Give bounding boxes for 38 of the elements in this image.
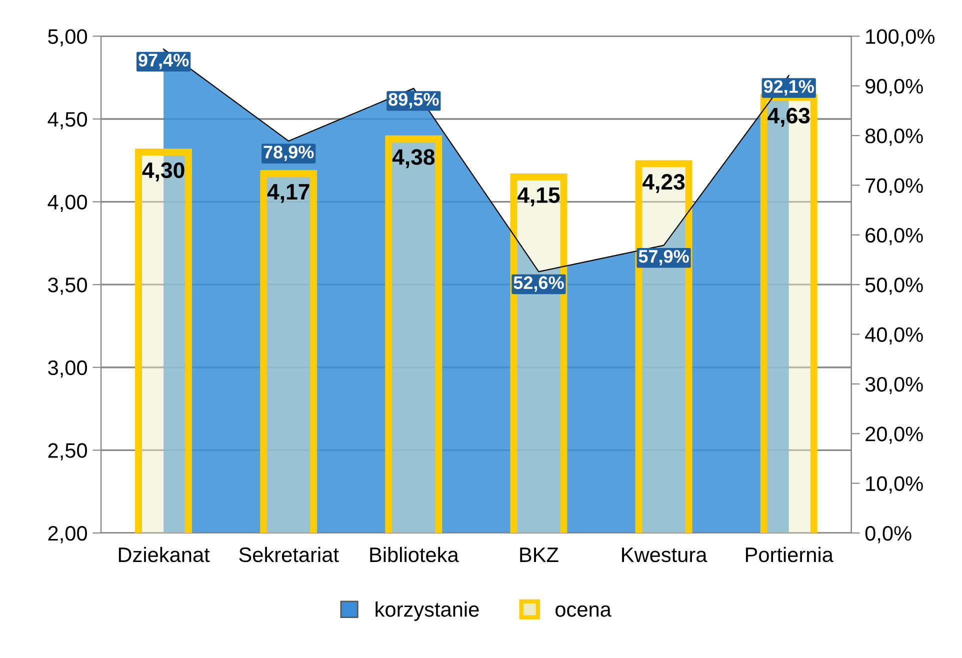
y2-tick-label: 70,0%	[866, 178, 923, 196]
y2-tick-label: 10,0%	[866, 476, 923, 494]
data-label: 57,9%	[638, 250, 689, 266]
x-tick-label: Dziekanat	[118, 546, 210, 562]
y2-tick-label: 20,0%	[866, 426, 923, 444]
data-label: 4,63	[768, 108, 810, 127]
x-tick-label: Kwestura	[622, 548, 708, 562]
data-label: 89,5%	[388, 92, 439, 108]
legend-label: ocena	[556, 605, 612, 617]
data-label: 52,6%	[514, 276, 564, 292]
data-label: 97,4%	[138, 54, 189, 70]
y-tick-label: 4,00	[48, 194, 88, 212]
data-label: 4,15	[517, 187, 560, 206]
x-tick-label: Sekretariat	[239, 546, 339, 562]
y2-tick-label: 90,0%	[866, 78, 923, 96]
x-tick-label: Biblioteka	[370, 546, 459, 562]
data-label: 92,1%	[764, 80, 814, 96]
y-tick-label: 3,00	[48, 360, 88, 378]
data-label: 4,38	[392, 149, 435, 168]
y-tick-label: 2,50	[48, 443, 88, 460]
y2-tick-label: 60,0%	[866, 228, 923, 246]
y2-tick-label: 80,0%	[865, 128, 923, 146]
y2-tick-label: 50,0%	[865, 278, 923, 295]
legend-label: korzystanie	[376, 602, 479, 621]
data-label: 4,30	[142, 162, 184, 182]
y2-tick-label: 100,0%	[866, 29, 934, 46]
y2-tick-label: 0,0%	[865, 526, 912, 544]
data-label: 78,9%	[264, 146, 314, 162]
x-tick-label: BKZ	[520, 548, 558, 562]
x-tick-label: Portiernia	[746, 546, 834, 562]
data-label: 4,23	[642, 174, 685, 193]
y-tick-label: 5,00	[48, 29, 88, 46]
y-tick-label: 3,50	[48, 278, 88, 295]
y2-tick-label: 40,0%	[865, 327, 923, 344]
data-label: 4,17	[267, 184, 310, 203]
y2-tick-label: 30,0%	[865, 376, 923, 394]
y-tick-label: 2,00	[48, 526, 88, 544]
y-tick-label: 4,50	[48, 112, 88, 130]
